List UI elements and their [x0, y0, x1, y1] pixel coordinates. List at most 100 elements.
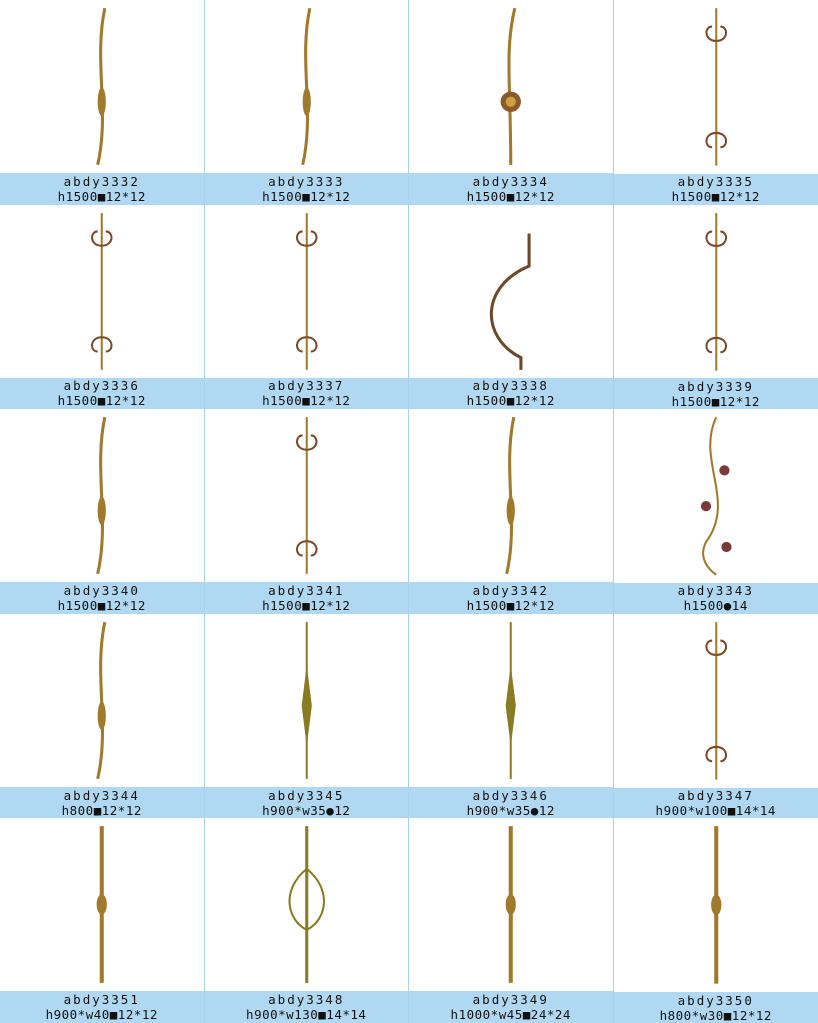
baluster-image[interactable] [0, 0, 204, 173]
product-spec: h1500■12*12 [57, 597, 146, 613]
product-spec: h1500■12*12 [466, 597, 555, 613]
product-label: abdy3349 h1000*w45■24*24 [409, 991, 613, 1023]
product-spec: h1500■12*12 [262, 188, 351, 204]
product-spec: h1500■12*12 [466, 393, 555, 409]
product-cell[interactable]: abdy3336 h1500■12*12 [0, 204, 205, 410]
baluster-image[interactable] [409, 409, 613, 583]
product-code: abdy3347 [677, 787, 754, 803]
product-cell[interactable]: abdy3344 h800■12*12 [0, 613, 205, 819]
product-label: abdy3351 h900*w40■12*12 [0, 991, 204, 1023]
product-code: abdy3332 [63, 173, 140, 189]
product-cell[interactable]: abdy3345 h900*w35●12 [204, 613, 409, 819]
product-label: abdy3348 h900*w130■14*14 [204, 991, 408, 1023]
product-label: abdy3335 h1500■12*12 [613, 173, 818, 205]
product-spec: h900*w35●12 [262, 802, 351, 818]
product-code: abdy3338 [472, 378, 549, 394]
product-code: abdy3337 [268, 378, 345, 394]
product-spec: h1500■12*12 [466, 188, 555, 204]
product-spec: h1500■12*12 [57, 188, 146, 204]
product-label: abdy3342 h1500■12*12 [409, 582, 613, 614]
product-code: abdy3336 [63, 378, 140, 394]
product-code: abdy3351 [63, 992, 140, 1008]
product-code: abdy3350 [677, 992, 754, 1008]
baluster-image[interactable] [613, 204, 818, 379]
baluster-image[interactable] [204, 613, 408, 787]
product-cell[interactable]: abdy3333 h1500■12*12 [204, 0, 409, 205]
product-label: abdy3345 h900*w35●12 [204, 786, 408, 819]
baluster-image[interactable] [204, 204, 408, 378]
product-cell[interactable]: abdy3339 h1500■12*12 [613, 204, 818, 410]
product-cell[interactable]: abdy3348 h900*w130■14*14 [204, 818, 409, 1023]
product-code: abdy3335 [677, 174, 754, 190]
product-label: abdy3341 h1500■12*12 [204, 582, 408, 614]
baluster-image[interactable] [0, 204, 204, 378]
baluster-image[interactable] [613, 818, 818, 993]
baluster-image[interactable] [204, 818, 408, 992]
product-cell[interactable]: abdy3341 h1500■12*12 [204, 409, 409, 614]
product-code: abdy3334 [472, 173, 549, 189]
product-cell[interactable]: abdy3334 h1500■12*12 [409, 0, 614, 205]
product-code: abdy3346 [472, 787, 549, 803]
product-spec: h1500■12*12 [262, 597, 351, 613]
product-spec: h1500■12*12 [671, 393, 760, 409]
product-cell[interactable]: abdy3351 h900*w40■12*12 [0, 818, 205, 1023]
product-cell[interactable]: abdy3342 h1500■12*12 [409, 409, 614, 614]
product-cell[interactable]: abdy3347 h900*w100■14*14 [613, 613, 818, 819]
baluster-image[interactable] [613, 613, 818, 788]
product-spec: h900*w35●12 [466, 802, 555, 818]
product-label: abdy3343 h1500●14 [613, 583, 818, 614]
product-cell[interactable]: abdy3337 h1500■12*12 [204, 204, 409, 410]
baluster-image[interactable] [204, 0, 408, 173]
product-code: abdy3341 [268, 582, 345, 598]
product-label: abdy3346 h900*w35●12 [409, 786, 613, 819]
product-code: abdy3339 [677, 378, 754, 394]
baluster-image[interactable] [409, 0, 613, 173]
product-code: abdy3340 [63, 582, 140, 598]
product-label: abdy3334 h1500■12*12 [409, 172, 613, 205]
baluster-image[interactable] [613, 0, 818, 174]
product-cell[interactable]: abdy3346 h900*w35●12 [409, 613, 614, 819]
product-code: abdy3349 [472, 992, 549, 1008]
baluster-image[interactable] [409, 204, 613, 378]
baluster-image[interactable] [409, 818, 613, 992]
product-label: abdy3347 h900*w100■14*14 [613, 787, 818, 819]
product-label: abdy3344 h800■12*12 [0, 786, 204, 819]
product-cell[interactable]: abdy3349 h1000*w45■24*24 [409, 818, 614, 1023]
product-code: abdy3343 [677, 583, 754, 599]
product-cell[interactable]: abdy3340 h1500■12*12 [0, 409, 205, 614]
product-spec: h1500■12*12 [671, 189, 760, 205]
product-spec: h900*w40■12*12 [45, 1007, 158, 1023]
product-label: abdy3332 h1500■12*12 [0, 172, 204, 205]
product-spec: h900*w130■14*14 [246, 1007, 367, 1023]
product-code: abdy3348 [268, 992, 345, 1008]
product-cell[interactable]: abdy3332 h1500■12*12 [0, 0, 205, 205]
product-cell[interactable]: abdy3343 h1500●14 [613, 409, 818, 614]
baluster-image[interactable] [204, 409, 408, 583]
product-spec: h900*w100■14*14 [655, 802, 776, 818]
baluster-image[interactable] [0, 409, 204, 583]
product-cell[interactable]: abdy3350 h800*w30■12*12 [613, 818, 818, 1023]
product-spec: h800*w30■12*12 [659, 1007, 772, 1023]
product-code: abdy3345 [268, 787, 345, 803]
baluster-image[interactable] [613, 409, 818, 583]
product-spec: h1500●14 [683, 598, 748, 614]
product-spec: h1500■12*12 [262, 393, 351, 409]
product-label: abdy3333 h1500■12*12 [204, 172, 408, 205]
product-code: abdy3344 [63, 787, 140, 803]
baluster-image[interactable] [0, 818, 204, 992]
product-spec: h800■12*12 [61, 802, 142, 818]
product-label: abdy3339 h1500■12*12 [613, 378, 818, 410]
product-label: abdy3350 h800*w30■12*12 [613, 992, 818, 1023]
product-cell[interactable]: abdy3335 h1500■12*12 [613, 0, 818, 205]
product-label: abdy3336 h1500■12*12 [0, 377, 204, 410]
product-spec: h1500■12*12 [57, 393, 146, 409]
product-code: abdy3342 [472, 582, 549, 598]
product-label: abdy3338 h1500■12*12 [409, 377, 613, 410]
product-code: abdy3333 [268, 173, 345, 189]
product-spec: h1000*w45■24*24 [450, 1007, 571, 1023]
product-cell[interactable]: abdy3338 h1500■12*12 [409, 204, 614, 410]
baluster-image[interactable] [409, 613, 613, 787]
product-label: abdy3340 h1500■12*12 [0, 582, 204, 614]
baluster-image[interactable] [0, 613, 204, 787]
